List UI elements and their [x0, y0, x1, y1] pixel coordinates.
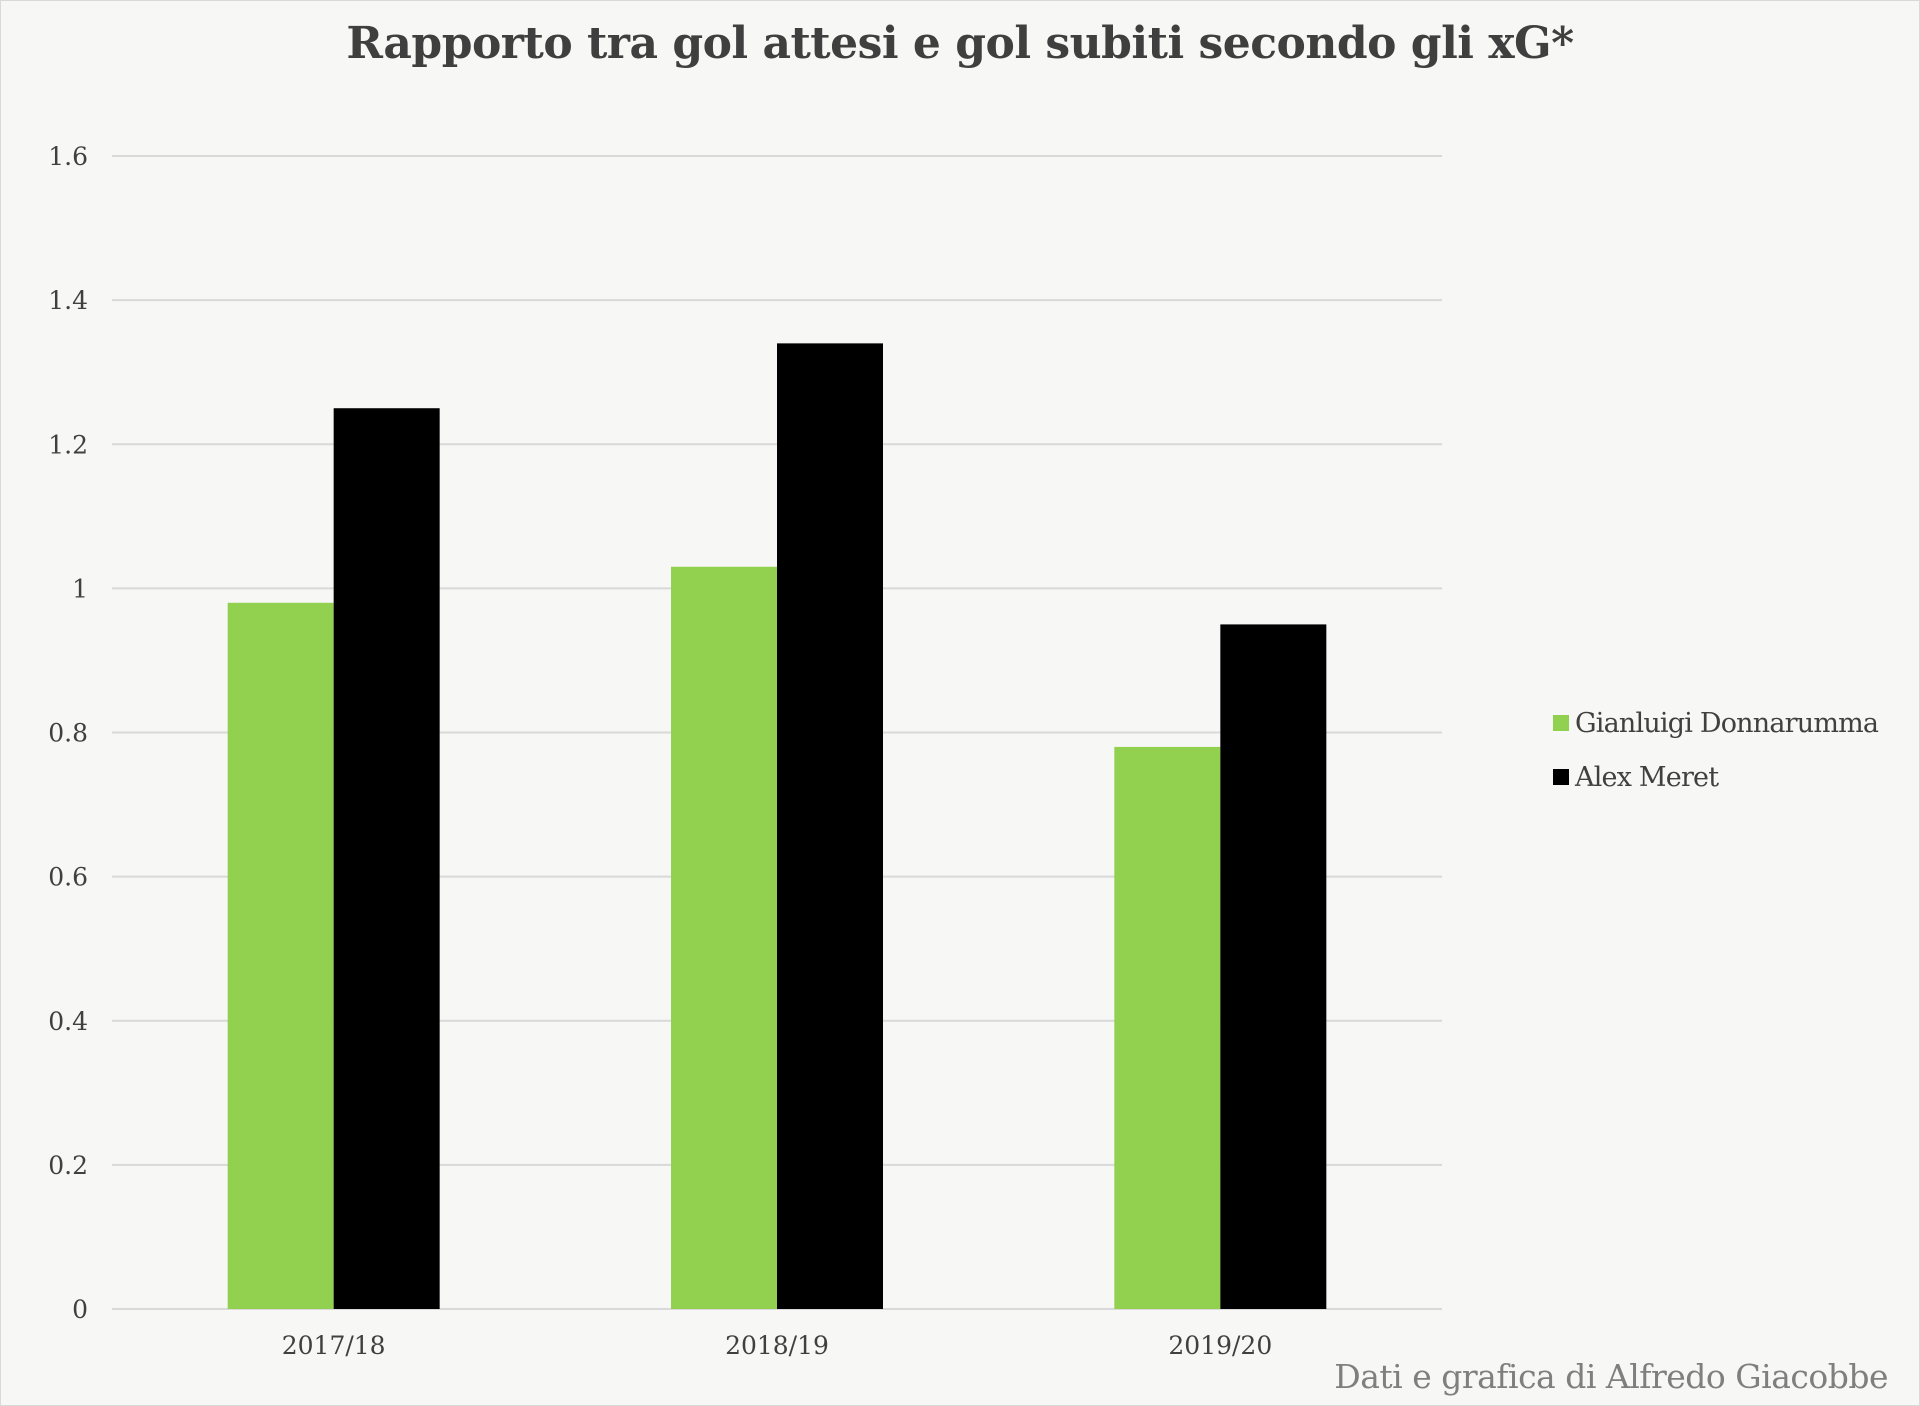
credit-text: Dati e grafica di Alfredo Giacobbe	[1334, 1357, 1888, 1396]
legend-item-meret: Alex Meret	[1553, 750, 1878, 804]
x-tick-label: 2018/19	[725, 1331, 829, 1360]
y-tick-label: 1.2	[48, 430, 88, 459]
bar-donnarumma-2019-20	[1114, 746, 1221, 1309]
y-tick-label: 0.4	[48, 1007, 88, 1036]
legend-item-donnarumma: Gianluigi Donnarumma	[1553, 696, 1879, 750]
y-tick-label: 1	[72, 574, 88, 603]
legend: Gianluigi Donnarumma Alex Meret	[1553, 696, 1879, 804]
y-tick-label: 0.6	[48, 863, 88, 892]
legend-swatch-icon	[1553, 715, 1569, 731]
chart-title: Rapporto tra gol attesi e gol subiti sec…	[346, 18, 1574, 69]
bar-meret-2017-18	[333, 408, 440, 1309]
y-axis-tick-labels: 0 0.2 0.4 0.6 0.8 1 1.2 1.4 1.6	[48, 142, 88, 1324]
x-tick-label: 2017/18	[282, 1331, 386, 1360]
bar-meret-2018-19	[777, 343, 883, 1309]
x-axis-tick-labels: 2017/18 2018/19 2019/20	[282, 1331, 1273, 1360]
y-tick-label: 0.8	[48, 719, 88, 748]
legend-label: Alex Meret	[1575, 761, 1719, 793]
y-tick-label: 0	[72, 1295, 88, 1324]
bar-donnarumma-2018-19	[671, 566, 777, 1309]
bars	[227, 343, 1327, 1309]
y-tick-label: 1.6	[48, 142, 88, 171]
bar-donnarumma-2017-18	[227, 602, 334, 1309]
legend-swatch-icon	[1553, 769, 1569, 785]
y-tick-label: 0.2	[48, 1151, 88, 1180]
legend-label: Gianluigi Donnarumma	[1575, 707, 1879, 739]
y-tick-label: 1.4	[48, 286, 88, 315]
x-tick-label: 2019/20	[1168, 1331, 1272, 1360]
bar-meret-2019-20	[1220, 624, 1327, 1309]
